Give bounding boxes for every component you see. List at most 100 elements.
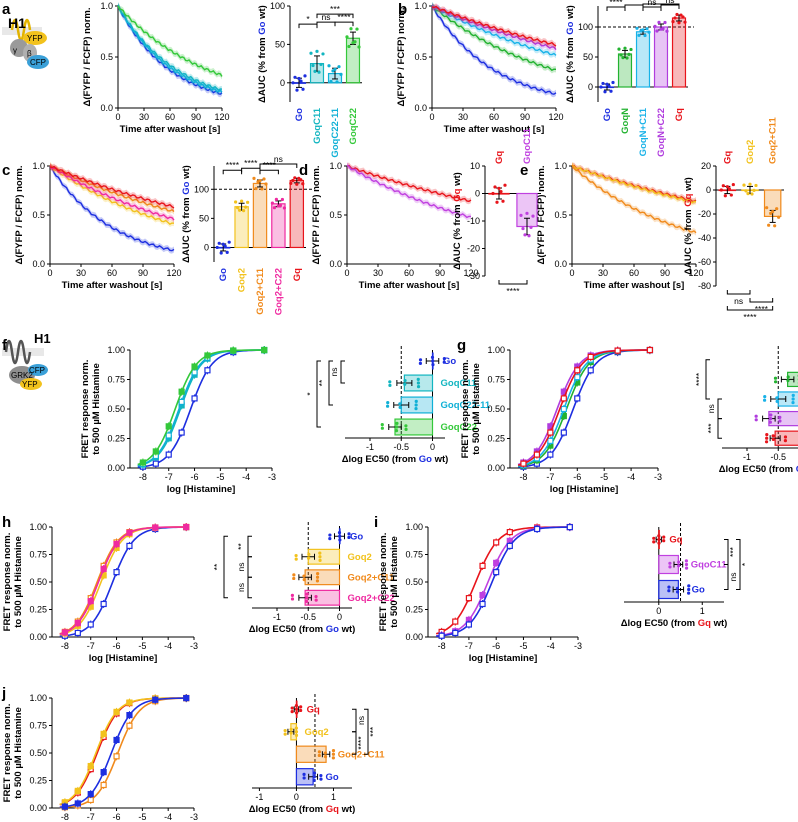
data-dot-GoqN — [621, 56, 625, 60]
x-tick-label: 120 — [688, 268, 703, 278]
category-label-Goq2: Goq2 — [304, 727, 328, 738]
x-tick-label: -3 — [268, 472, 276, 482]
significance-bracket — [247, 576, 252, 599]
data-dot-GoqN+C11 — [762, 398, 767, 402]
data-dot-Go — [601, 81, 605, 86]
significance-label: *** — [706, 423, 716, 434]
data-point-GqoC11 — [479, 591, 486, 599]
y-tick-label: 100 — [194, 184, 209, 194]
data-point-Go — [479, 600, 486, 608]
panel-d-line-chart: 0 30 60 90 120 0.0 0.5 1.0 Time after washout [s… — [311, 161, 479, 291]
significance-bracket — [340, 360, 345, 384]
data-dot-GoqN+C11 — [763, 395, 767, 399]
series-line-Goq2+C11 — [571, 164, 697, 234]
x-tick-label: 0 — [569, 268, 574, 278]
data-dot-Gq — [721, 184, 725, 188]
schematic-grk2-biosensor: H1 GRK2 YFP CFP — [2, 331, 51, 390]
significance-label: **** — [627, 0, 641, 5]
category-label-GoqN+C11: GoqN+C11 — [638, 107, 649, 156]
series-line-GoqC22-11 — [117, 4, 223, 93]
data-dot-Goq2 — [752, 188, 756, 192]
data-dot-Goq2+C11 — [771, 209, 775, 214]
y-tick-label: 1.0 — [554, 161, 567, 171]
y-tick-label: 0.50 — [29, 748, 47, 758]
data-dot-Goq2 — [294, 730, 299, 734]
y-axis-label-1: FRET response norm. — [80, 360, 91, 459]
data-point-Gq — [533, 451, 541, 458]
y-tick-label: 0.0 — [100, 103, 113, 113]
significance-label: **** — [356, 736, 366, 750]
x-tick-label: 60 — [107, 268, 117, 278]
schematic-beta-label: β — [27, 49, 32, 58]
data-point-Go — [465, 621, 473, 628]
data-dot-GoqC22 — [355, 27, 359, 31]
category-label-Go: Go — [326, 772, 339, 783]
data-dot-Gq — [295, 711, 299, 715]
data-dot-GoqC11 — [403, 379, 407, 383]
y-tick-label: 0.25 — [405, 605, 423, 615]
data-dot-Goq2 — [283, 732, 287, 736]
data-dot-Goq2+C22 — [272, 206, 276, 210]
data-dot-GoqN — [773, 380, 778, 384]
significance-bracket — [352, 731, 357, 755]
data-dot-Gq — [301, 182, 305, 186]
series-curve-GoqC22 — [137, 349, 265, 466]
data-point-Go — [566, 524, 573, 531]
data-dot-GoqC22 — [380, 426, 384, 430]
y-tick-label: 0.5 — [32, 210, 45, 220]
data-dot-Goq2+C11 — [315, 579, 320, 583]
data-dot-Goq2+C22 — [305, 596, 309, 600]
category-label-Gq: Gq — [307, 704, 320, 715]
significance-bracket — [642, 6, 662, 11]
y-axis-label: Δ(FYFP / FCFP) norm. — [82, 7, 93, 106]
significance-label: **** — [743, 312, 757, 322]
significance-label: *** — [656, 0, 667, 4]
category-label-Goq2+C11: Goq2+C11 — [348, 572, 395, 583]
data-point-Gq — [479, 562, 486, 569]
data-point-GoqC22-11 — [178, 398, 185, 406]
data-point-Go — [100, 600, 107, 608]
data-point-Go — [152, 460, 159, 467]
data-dot-GqoC11 — [523, 233, 527, 237]
significance-label: ** — [212, 563, 222, 570]
category-label-Goq2+C11: Goq2+C11 — [255, 267, 266, 314]
data-dot-Goq2 — [238, 208, 242, 212]
category-label-Goq2: Goq2 — [745, 140, 756, 164]
x-axis-label: Δlog EC50 (from Go wt) — [719, 464, 798, 475]
data-dot-GoqN+C22 — [754, 414, 758, 418]
data-point-Gq — [574, 367, 581, 374]
series-line-Gq — [431, 5, 557, 47]
data-dot-GqoC11 — [531, 214, 535, 218]
series-band-Goq2 — [50, 162, 174, 228]
bar-Goq2+C11 — [295, 745, 327, 763]
data-dot-GoqN+C11 — [791, 401, 795, 405]
data-point-GoqC22 — [139, 459, 147, 466]
x-tick-label: 1 — [700, 606, 705, 616]
x-tick-label: 0 — [337, 612, 342, 622]
data-point-Gq — [465, 595, 473, 602]
x-tick-label: -4 — [242, 472, 250, 482]
series-line-Go — [49, 165, 175, 252]
panel-h-line-chart: -8 -7 -6 -5 -4 -3 0.00 0.25 0.50 0.75 1.00 log [His… — [2, 522, 198, 664]
data-dot-Goq2+C11 — [254, 186, 258, 191]
panel-letter-b: b — [398, 1, 407, 18]
data-point-Go — [165, 451, 172, 458]
data-dot-Goq2+C11 — [316, 572, 320, 576]
data-dot-Gq — [503, 183, 507, 187]
data-dot-GoqC11 — [315, 49, 319, 53]
category-label-Go: Go — [692, 585, 705, 596]
data-dot-GoqC22 — [353, 40, 357, 44]
data-dot-Goq2+C11 — [317, 750, 322, 754]
data-dot-Gq — [731, 182, 735, 187]
data-point-Go — [587, 367, 594, 374]
series-curve-Goq2+C11 — [59, 526, 187, 635]
data-dot-Go — [442, 357, 446, 361]
significance-bracket — [247, 535, 252, 558]
data-point-Go — [547, 451, 554, 458]
y-tick-label: -20 — [467, 244, 480, 254]
data-dot-GoqC11 — [403, 382, 407, 386]
y-axis-label-2: to 500 µM Histamine — [389, 536, 400, 628]
data-dot-GoqN — [617, 47, 621, 51]
data-point-Gq — [614, 347, 621, 354]
